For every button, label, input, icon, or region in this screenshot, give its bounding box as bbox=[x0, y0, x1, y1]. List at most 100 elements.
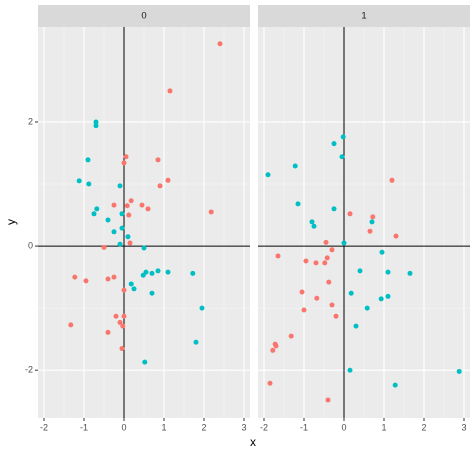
strip bbox=[258, 5, 470, 27]
strip-label: 0 bbox=[141, 11, 146, 22]
point bbox=[292, 163, 298, 169]
point bbox=[119, 345, 125, 351]
point bbox=[333, 313, 339, 319]
point bbox=[357, 268, 363, 274]
point bbox=[127, 240, 133, 246]
point bbox=[347, 211, 353, 217]
point bbox=[379, 249, 385, 255]
point bbox=[101, 244, 107, 250]
point bbox=[131, 286, 137, 292]
point bbox=[105, 276, 111, 282]
point bbox=[128, 198, 134, 204]
point bbox=[128, 281, 134, 287]
point bbox=[111, 274, 117, 280]
point bbox=[369, 219, 375, 225]
point bbox=[267, 380, 273, 386]
point bbox=[86, 181, 92, 187]
point bbox=[140, 272, 146, 278]
point bbox=[117, 319, 123, 325]
y-tick-label: 0 bbox=[28, 240, 33, 250]
point bbox=[125, 234, 131, 240]
point bbox=[303, 258, 309, 264]
point bbox=[341, 240, 347, 246]
x-tick-label: 3 bbox=[241, 422, 246, 432]
x-tick-label: -1 bbox=[300, 422, 308, 432]
point bbox=[325, 397, 331, 403]
point bbox=[91, 211, 97, 217]
x-tick-label: -2 bbox=[40, 422, 48, 432]
point bbox=[139, 202, 145, 208]
point bbox=[111, 229, 117, 235]
point bbox=[299, 289, 305, 295]
point bbox=[141, 245, 147, 251]
point bbox=[331, 141, 337, 147]
point bbox=[370, 214, 376, 220]
point bbox=[265, 172, 271, 178]
point bbox=[407, 270, 413, 276]
point bbox=[329, 247, 335, 253]
point bbox=[392, 382, 398, 388]
point bbox=[353, 323, 359, 329]
point bbox=[295, 201, 301, 207]
point bbox=[94, 206, 100, 212]
point bbox=[311, 223, 317, 229]
y-tick-label: 2 bbox=[28, 116, 33, 126]
point bbox=[117, 183, 123, 189]
point bbox=[113, 313, 119, 319]
x-tick-label: -1 bbox=[80, 422, 88, 432]
point bbox=[389, 177, 395, 183]
point bbox=[275, 253, 281, 259]
point bbox=[149, 290, 155, 296]
point bbox=[339, 154, 345, 160]
x-tick-label: 2 bbox=[421, 422, 426, 432]
point bbox=[83, 278, 89, 284]
point bbox=[121, 313, 127, 319]
point bbox=[121, 160, 127, 166]
x-axis-title: x bbox=[250, 435, 256, 449]
x-tick-label: 2 bbox=[201, 422, 206, 432]
point bbox=[367, 228, 373, 234]
point bbox=[323, 239, 329, 245]
point bbox=[288, 333, 294, 339]
point bbox=[167, 88, 173, 94]
point bbox=[121, 287, 127, 293]
point bbox=[217, 41, 223, 47]
point bbox=[165, 177, 171, 183]
point bbox=[364, 305, 370, 311]
x-tick-label: 3 bbox=[461, 422, 466, 432]
y-axis-title: y bbox=[4, 219, 18, 225]
point bbox=[199, 305, 205, 311]
point bbox=[385, 293, 391, 299]
point bbox=[309, 219, 315, 225]
point bbox=[270, 347, 276, 353]
strip-label: 1 bbox=[361, 11, 366, 22]
point bbox=[340, 134, 346, 140]
point bbox=[117, 241, 123, 247]
point bbox=[193, 339, 199, 345]
point bbox=[145, 206, 151, 212]
y-tick-label: -2 bbox=[25, 365, 33, 375]
point bbox=[126, 212, 132, 218]
x-tick-label: -2 bbox=[260, 422, 268, 432]
point bbox=[155, 157, 161, 163]
point bbox=[155, 268, 161, 274]
point bbox=[322, 260, 328, 266]
point bbox=[76, 178, 82, 184]
point bbox=[378, 296, 384, 302]
point bbox=[105, 329, 111, 335]
x-tick-label: 0 bbox=[341, 422, 346, 432]
point bbox=[329, 302, 335, 308]
x-tick-label: 0 bbox=[121, 422, 126, 432]
x-tick-label: 1 bbox=[161, 422, 166, 432]
point bbox=[124, 203, 130, 209]
point bbox=[111, 202, 117, 208]
point bbox=[273, 343, 279, 349]
point bbox=[301, 307, 307, 313]
point bbox=[68, 322, 74, 328]
point bbox=[326, 279, 332, 285]
point bbox=[190, 270, 196, 276]
point bbox=[324, 255, 330, 261]
point bbox=[105, 217, 111, 223]
point bbox=[93, 123, 99, 129]
point bbox=[119, 225, 125, 231]
